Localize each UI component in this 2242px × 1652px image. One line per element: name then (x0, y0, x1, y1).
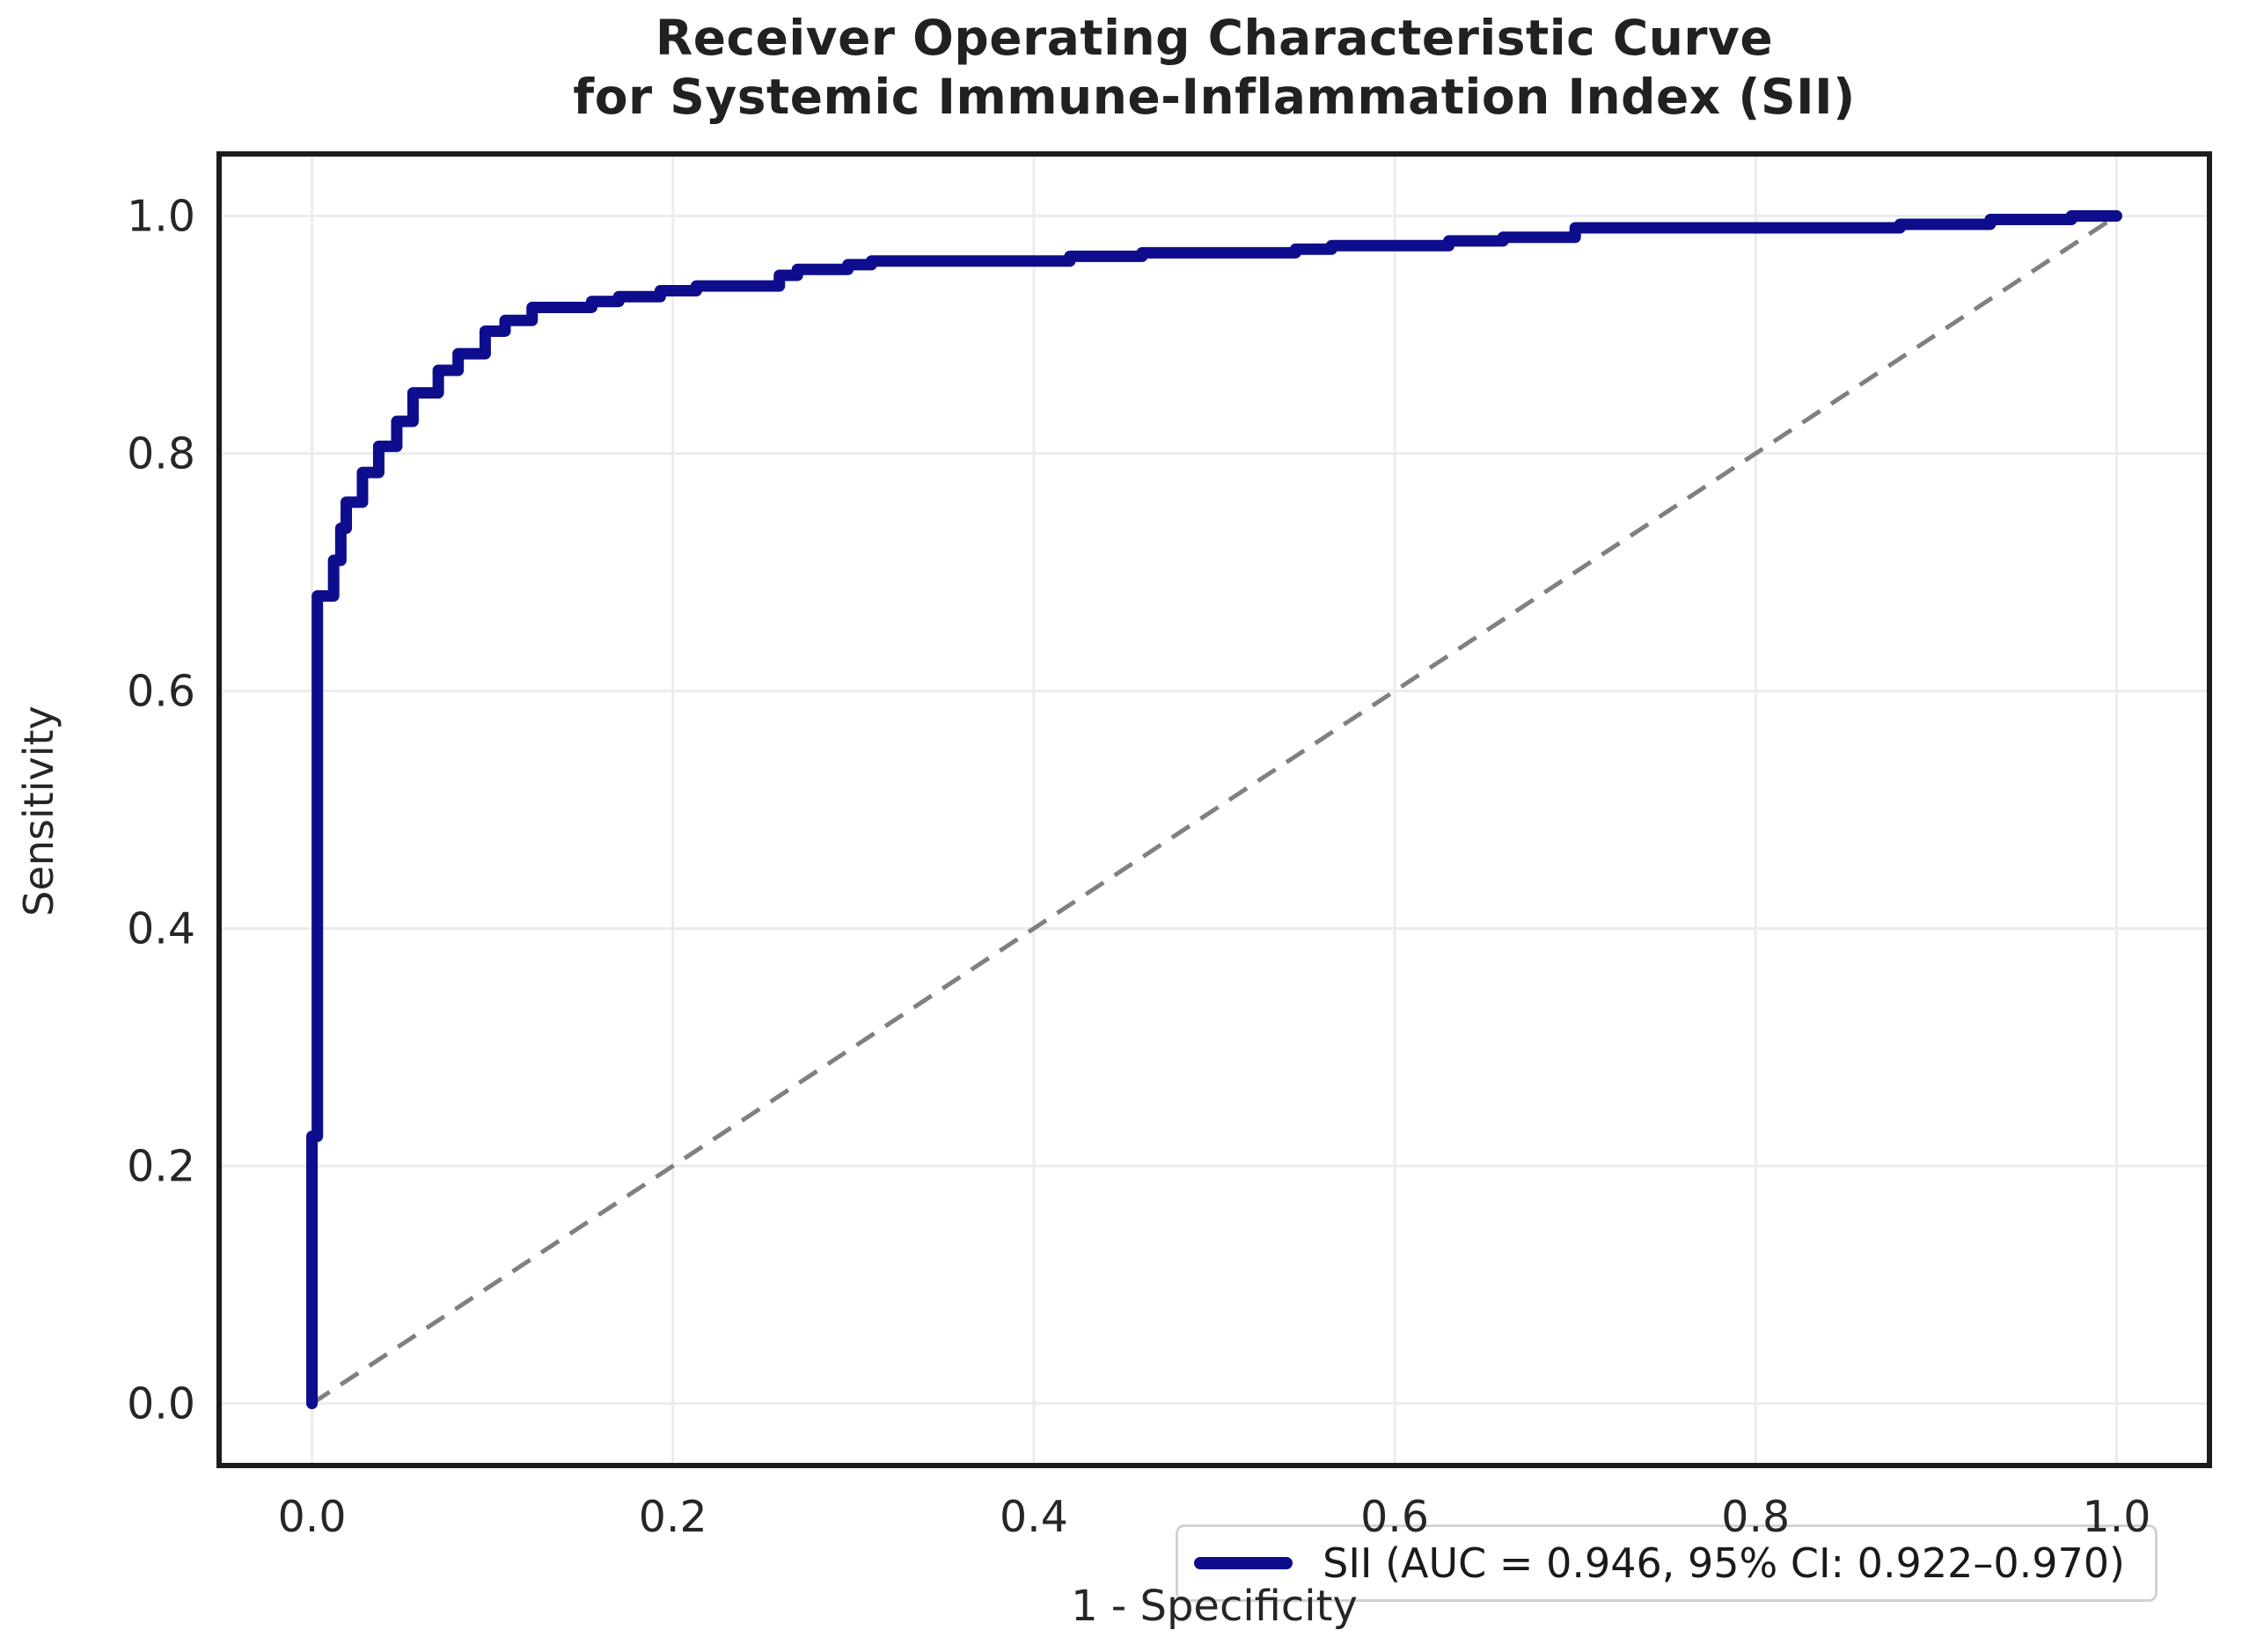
x-tick-label: 0.2 (638, 1492, 707, 1542)
x-tick-label: 0.4 (999, 1492, 1068, 1542)
chart-title-line1: Receiver Operating Characteristic Curve (655, 10, 1774, 66)
y-axis-label: Sensitivity (15, 705, 62, 917)
roc-curve-group (306, 210, 2122, 1409)
chart-title: Receiver Operating Characteristic Curve … (216, 9, 2212, 127)
x-tick-label: 0.8 (1721, 1492, 1791, 1542)
y-tick-label: 1.0 (127, 191, 195, 241)
y-tick-label: 0.8 (127, 428, 195, 479)
chance-diagonal-line (311, 214, 2118, 1406)
roc-curve-line (306, 210, 2122, 1409)
x-tick-labels: 0.0 0.2 0.4 0.6 0.8 1.0 (222, 1492, 2207, 1553)
gridlines (222, 157, 2207, 1463)
roc-chart-svg (222, 157, 2207, 1463)
x-tick-label: 0.6 (1360, 1492, 1430, 1542)
x-tick-label: 1.0 (2082, 1492, 2151, 1542)
chance-diagonal-group (311, 214, 2118, 1406)
y-tick-label: 0.2 (127, 1141, 195, 1191)
legend-line-swatch (1194, 1557, 1293, 1569)
y-tick-labels: 0.0 0.2 0.4 0.6 0.8 1.0 (76, 157, 195, 1463)
chart-title-line2: for Systemic Immune-Inflammation Index (… (573, 69, 1856, 126)
x-axis-label: 1 - Specificity (1071, 1582, 1358, 1631)
x-tick-label: 0.0 (277, 1492, 347, 1542)
y-tick-label: 0.4 (127, 903, 195, 954)
plot-area: SII (AUC = 0.946, 95% CI: 0.922–0.970) (216, 151, 2212, 1602)
y-tick-label: 0.6 (127, 666, 195, 716)
y-tick-label: 0.0 (127, 1378, 195, 1429)
legend-label: SII (AUC = 0.946, 95% CI: 0.922–0.970) (1322, 1539, 2125, 1587)
legend-box: SII (AUC = 0.946, 95% CI: 0.922–0.970) (1176, 1524, 2158, 1602)
